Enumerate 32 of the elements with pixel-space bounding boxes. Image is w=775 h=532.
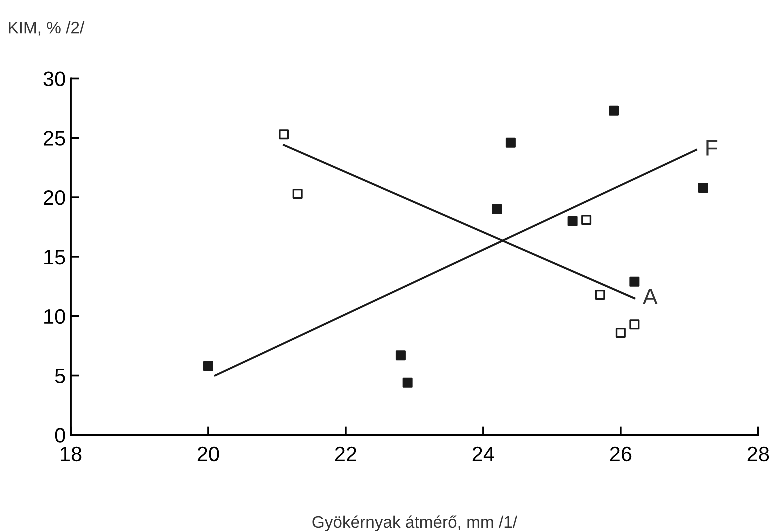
point [506,138,516,148]
point [402,378,413,388]
point [630,320,640,330]
annotation: A [643,289,658,304]
point [595,290,606,300]
y-axis-title: KIM, % /2/ [9,21,85,36]
y-tick-label: 20 [44,190,66,206]
x-tick-label: 26 [610,446,632,462]
x-tick-label: 22 [335,446,356,462]
point [292,188,303,199]
y-tick-label: 30 [44,72,66,86]
x-tick-label: 24 [472,446,494,462]
point [203,361,214,372]
point [279,130,290,140]
point [698,183,708,194]
point [630,276,640,287]
point [568,216,578,226]
y-tick-label: 10 [44,309,66,324]
point [396,350,406,361]
y-tick-label: 0 [55,428,66,443]
point [582,215,592,226]
x-tick-label: 20 [198,446,220,462]
x-tick-label: 18 [60,446,82,462]
x-tick-label: 28 [748,446,770,462]
point [616,328,626,338]
y-tick-label: 15 [44,250,66,265]
x-axis-title: Gyökérnyak átmérő, mm /1/ [312,516,518,532]
point [609,106,620,116]
y-tick-label: 25 [44,131,66,146]
y-tick-label: 5 [55,368,66,384]
annotation: F [706,140,718,156]
point [492,204,502,214]
